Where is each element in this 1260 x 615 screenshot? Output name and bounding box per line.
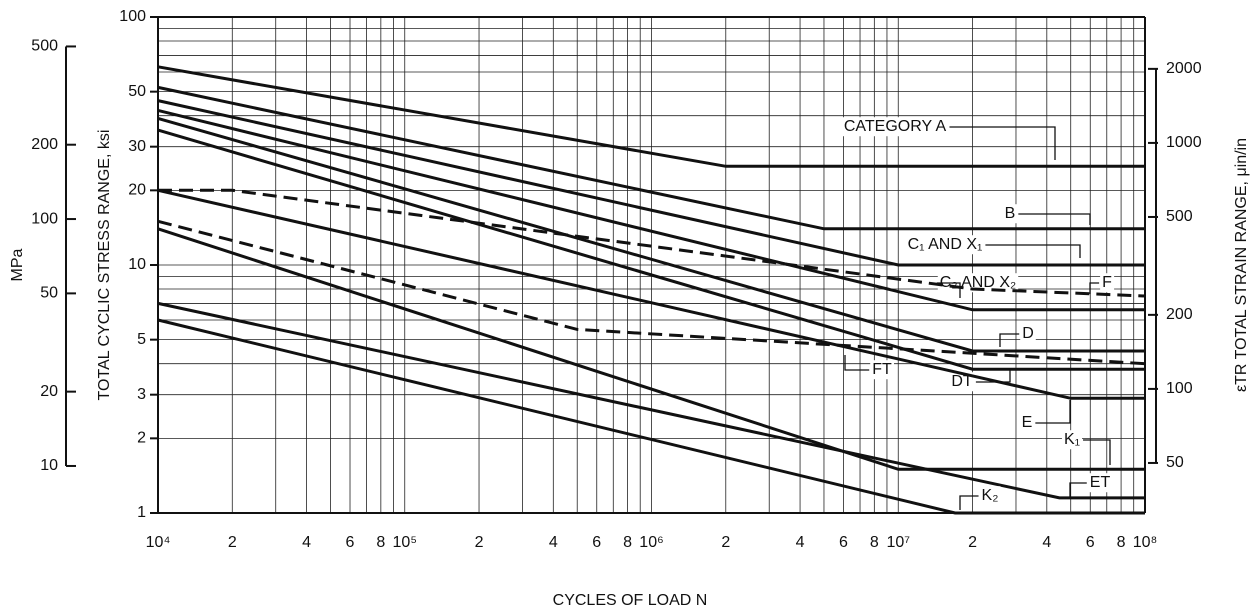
x-tick-label: 10⁶ bbox=[639, 534, 663, 551]
series-line bbox=[157, 99, 1145, 267]
x-tick-label: 6 bbox=[346, 534, 355, 551]
y-tick-label: 100 bbox=[119, 8, 146, 25]
series-label: C₁ AND X₁ bbox=[908, 236, 983, 253]
strain-axis-label: εTR TOTAL STRAIN RANGE, μin/in bbox=[1233, 138, 1250, 392]
x-tick-label: 10⁸ bbox=[1133, 534, 1158, 551]
series-label: K₁ bbox=[1064, 431, 1080, 448]
leader-line bbox=[1083, 439, 1111, 465]
leader-line bbox=[844, 355, 870, 371]
x-tick-label: 2 bbox=[721, 534, 730, 551]
x-tick-label: 8 bbox=[623, 534, 632, 551]
x-tick-label: 4 bbox=[549, 534, 558, 551]
leader-line bbox=[936, 282, 961, 298]
series-line bbox=[157, 85, 1145, 231]
series-line bbox=[157, 108, 1145, 312]
label-bg bbox=[870, 360, 894, 380]
series-line bbox=[158, 188, 1146, 298]
series-label: DT bbox=[951, 373, 973, 390]
label-bg bbox=[1020, 324, 1036, 344]
series-label: B bbox=[1005, 205, 1016, 222]
y-tick-label: 1 bbox=[137, 504, 146, 521]
x-tick-label: 10⁵ bbox=[393, 534, 417, 551]
series-label: F bbox=[1102, 274, 1112, 291]
label-bg bbox=[949, 372, 975, 392]
leader-line bbox=[999, 333, 1020, 347]
x-tick-label: 4 bbox=[302, 534, 311, 551]
leader-line bbox=[949, 126, 1056, 160]
leader-line bbox=[1035, 400, 1071, 424]
x-tick-label: 2 bbox=[968, 534, 977, 551]
mpa-tick-label: 10 bbox=[40, 457, 58, 474]
y-tick-label: 10 bbox=[128, 256, 146, 273]
x-tick-label: 6 bbox=[592, 534, 601, 551]
series-line bbox=[157, 219, 1146, 366]
label-bg bbox=[1061, 430, 1083, 450]
y-tick-label: 20 bbox=[128, 182, 146, 199]
series-label: E bbox=[1022, 414, 1033, 431]
label-bg bbox=[979, 486, 1001, 506]
leader-line bbox=[959, 495, 979, 510]
x-axis-label: CYCLES OF LOAD N bbox=[553, 592, 708, 609]
y-tick-label: 2 bbox=[137, 430, 146, 447]
x-tick-label: 4 bbox=[1042, 534, 1051, 551]
strain-tick-label: 1000 bbox=[1166, 134, 1202, 151]
leader-line bbox=[985, 244, 1081, 258]
leader-line bbox=[1018, 213, 1091, 225]
mpa-tick-label: 20 bbox=[40, 383, 58, 400]
x-tick-label: 2 bbox=[475, 534, 484, 551]
x-tick-label: 10⁴ bbox=[146, 534, 171, 551]
series-label: ET bbox=[1090, 474, 1111, 491]
x-tick-label: 8 bbox=[1117, 534, 1126, 551]
mpa-tick-label: 100 bbox=[31, 210, 58, 227]
x-tick-label: 8 bbox=[870, 534, 879, 551]
series-line bbox=[157, 188, 1145, 400]
series-line bbox=[157, 301, 1145, 500]
series-line bbox=[157, 65, 1145, 168]
series-label: CATEGORY A bbox=[844, 118, 947, 135]
strain-tick-label: 500 bbox=[1166, 208, 1193, 225]
mpa-tick-label: 500 bbox=[31, 38, 58, 55]
strain-tick-label: 50 bbox=[1166, 454, 1184, 471]
x-tick-label: 6 bbox=[1086, 534, 1095, 551]
series-line bbox=[157, 227, 1145, 471]
label-bg bbox=[1100, 273, 1115, 293]
label-bg bbox=[1019, 413, 1035, 433]
x-tick-label: 2 bbox=[228, 534, 237, 551]
mpa-tick-label: 50 bbox=[40, 285, 58, 302]
series-line bbox=[157, 128, 1145, 371]
label-bg bbox=[841, 117, 949, 137]
y-tick-label: 3 bbox=[137, 386, 146, 403]
y-axis-label: TOTAL CYCLIC STRESS RANGE, ksi bbox=[96, 130, 113, 401]
x-tick-label: 4 bbox=[796, 534, 805, 551]
series-line bbox=[157, 116, 1145, 353]
x-tick-label: 8 bbox=[376, 534, 385, 551]
label-bg bbox=[905, 235, 985, 255]
series-label: K₂ bbox=[982, 487, 999, 504]
mpa-tick-label: 200 bbox=[31, 136, 58, 153]
leader-line bbox=[1069, 482, 1087, 497]
leader-line bbox=[1089, 282, 1100, 294]
y-tick-label: 50 bbox=[128, 83, 146, 100]
strain-tick-label: 100 bbox=[1166, 380, 1193, 397]
strain-tick-label: 200 bbox=[1166, 306, 1193, 323]
series-line bbox=[157, 318, 1145, 515]
series-label: FT bbox=[872, 361, 892, 378]
x-tick-label: 10⁷ bbox=[886, 534, 910, 551]
strain-tick-label: 2000 bbox=[1166, 60, 1202, 77]
series-label: D bbox=[1022, 325, 1034, 342]
leader-line bbox=[975, 368, 1011, 383]
label-bg bbox=[1002, 204, 1018, 224]
y-tick-label: 5 bbox=[137, 331, 146, 348]
x-tick-label: 6 bbox=[839, 534, 848, 551]
mpa-axis-label: MPa bbox=[9, 248, 26, 281]
y-tick-label: 30 bbox=[128, 138, 146, 155]
label-bg bbox=[1087, 473, 1113, 493]
